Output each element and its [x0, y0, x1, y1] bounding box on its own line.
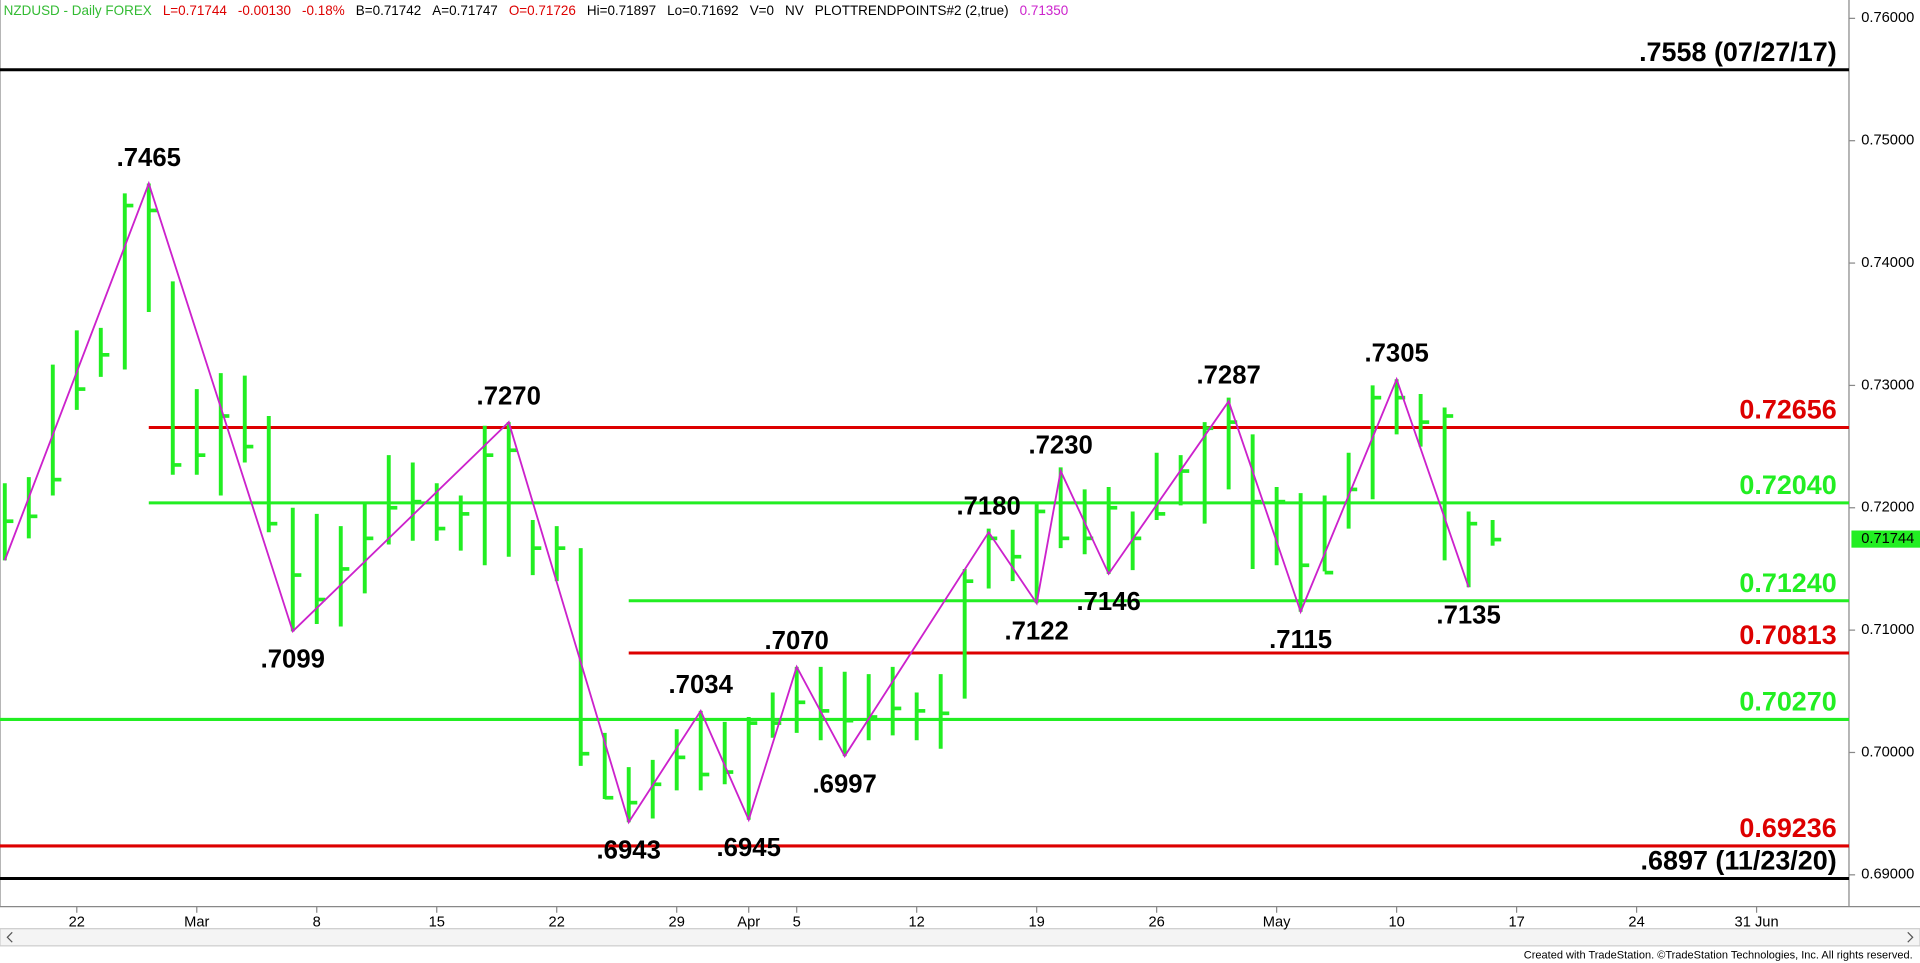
header: NZDUSD - Daily FOREX L=0.71744 -0.00130 -0.…	[4, 3, 1069, 18]
x-tick-label: 10	[1388, 914, 1404, 930]
header-item: Lo=0.71692	[667, 3, 739, 18]
pivot-label: .7270	[477, 382, 541, 410]
x-tick-label: 15	[429, 914, 445, 930]
x-tick-label: 26	[1148, 914, 1164, 930]
pivot-label: .6943	[597, 836, 661, 864]
header-item: -0.00130	[238, 3, 291, 18]
y-tick-label: 0.70000	[1861, 744, 1914, 760]
pivot-label: .7230	[1028, 431, 1092, 459]
level-label: 0.70270	[1739, 687, 1836, 717]
y-tick-label: 0.74000	[1861, 255, 1914, 271]
trend-line	[3, 180, 1470, 825]
pivot-label: .7180	[957, 493, 1021, 521]
level-label: 0.72656	[1739, 395, 1836, 425]
x-tick-label: Mar	[184, 914, 209, 930]
x-tick-label: 31 Jun	[1735, 914, 1779, 930]
level-label: 0.71240	[1739, 568, 1836, 598]
y-tick-label: 0.76000	[1861, 10, 1914, 26]
pivot-label: .7465	[117, 144, 181, 172]
header-item: A=0.71747	[432, 3, 498, 18]
level-label: .7558 (07/27/17)	[1639, 37, 1837, 67]
x-tick-label: 22	[69, 914, 85, 930]
header-item: Hi=0.71897	[587, 3, 656, 18]
header-item: PLOTTRENDPOINTS#2 (2,true)	[815, 3, 1009, 18]
level-label: 0.69236	[1739, 813, 1836, 843]
pivot-label: .7099	[261, 646, 325, 674]
pivot-label: .7122	[1004, 617, 1068, 645]
pivot-label: .7135	[1436, 601, 1500, 629]
header-item: 0.71350	[1020, 3, 1069, 18]
pivot-label: .7070	[765, 627, 829, 655]
pivot-label: .6945	[717, 834, 781, 862]
pivot-label: .7287	[1196, 362, 1260, 390]
x-tick-label: 12	[909, 914, 925, 930]
scroll-right-arrow[interactable]	[1907, 931, 1914, 943]
pivot-label: .7034	[669, 671, 734, 699]
y-tick-label: 0.71000	[1861, 622, 1914, 638]
x-tick-label: 5	[793, 914, 801, 930]
x-tick-label: 29	[669, 914, 685, 930]
y-tick-label: 0.72000	[1861, 500, 1914, 516]
scroll-left-arrow[interactable]	[6, 931, 13, 943]
header-item: NZDUSD - Daily FOREX	[4, 3, 152, 18]
x-tick-label: May	[1263, 914, 1291, 930]
pivot-label: .6997	[813, 770, 877, 798]
x-tick-label: 19	[1029, 914, 1045, 930]
x-tick-label: 8	[313, 914, 321, 930]
x-tick-label: Apr	[737, 914, 760, 930]
footer: Created with TradeStation. ©TradeStation…	[1524, 950, 1913, 962]
header-item: L=0.71744	[163, 3, 228, 18]
scrollbar[interactable]	[0, 928, 1920, 947]
pivot-label: .7146	[1076, 588, 1140, 616]
level-label: 0.72040	[1739, 470, 1836, 500]
header-item: -0.18%	[302, 3, 345, 18]
last-price-label: 0.71744	[1861, 531, 1914, 547]
x-tick-label: 24	[1628, 914, 1644, 930]
level-label: 0.70813	[1739, 620, 1836, 650]
header-item: NV	[785, 3, 804, 18]
y-tick-label: 0.75000	[1861, 133, 1914, 149]
pivot-label: .7115	[1269, 626, 1332, 654]
x-tick-label: 17	[1508, 914, 1524, 930]
y-tick-label: 0.73000	[1861, 377, 1914, 393]
header-item: B=0.71742	[356, 3, 422, 18]
level-label: .6897 (11/23/20)	[1641, 846, 1837, 876]
x-tick-label: 22	[549, 914, 565, 930]
header-item: V=0	[750, 3, 774, 18]
pivot-label: .7305	[1364, 340, 1428, 368]
header-item: O=0.71726	[509, 3, 576, 18]
y-tick-label: 0.69000	[1861, 867, 1914, 883]
last-price-box	[1851, 530, 1920, 548]
